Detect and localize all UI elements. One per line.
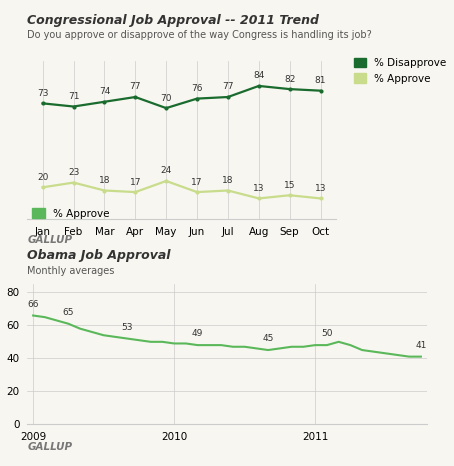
Text: 45: 45 [262,334,274,343]
Text: 65: 65 [63,308,74,317]
Text: Obama Job Approval: Obama Job Approval [27,249,171,262]
Text: 81: 81 [315,76,326,85]
Text: 73: 73 [37,89,49,98]
Text: 70: 70 [160,94,172,103]
Text: GALLUP: GALLUP [27,442,72,452]
Text: 49: 49 [192,329,203,338]
Text: 17: 17 [129,178,141,186]
Text: Monthly averages: Monthly averages [27,266,114,275]
Text: 84: 84 [253,71,265,80]
Text: 18: 18 [222,176,234,185]
Text: 20: 20 [37,173,49,182]
Text: 13: 13 [315,184,326,193]
Text: 77: 77 [222,82,234,91]
Text: 76: 76 [191,84,203,93]
Legend: % Approve: % Approve [32,208,110,219]
Text: 17: 17 [191,178,203,186]
Text: 41: 41 [415,341,427,350]
Text: 24: 24 [161,166,172,175]
Text: 77: 77 [129,82,141,91]
Text: 15: 15 [284,181,296,190]
Text: Do you approve or disapprove of the way Congress is handling its job?: Do you approve or disapprove of the way … [27,30,372,40]
Text: 66: 66 [27,300,39,308]
Legend: % Disapprove, % Approve: % Disapprove, % Approve [354,58,447,83]
Text: GALLUP: GALLUP [27,235,72,245]
Text: 53: 53 [121,322,133,332]
Text: Congressional Job Approval -- 2011 Trend: Congressional Job Approval -- 2011 Trend [27,14,319,27]
Text: 18: 18 [99,176,110,185]
Text: 23: 23 [68,168,79,177]
Text: 71: 71 [68,92,79,101]
Text: 50: 50 [321,329,333,338]
Text: 13: 13 [253,184,265,193]
Text: 74: 74 [99,87,110,96]
Text: 82: 82 [284,75,296,83]
